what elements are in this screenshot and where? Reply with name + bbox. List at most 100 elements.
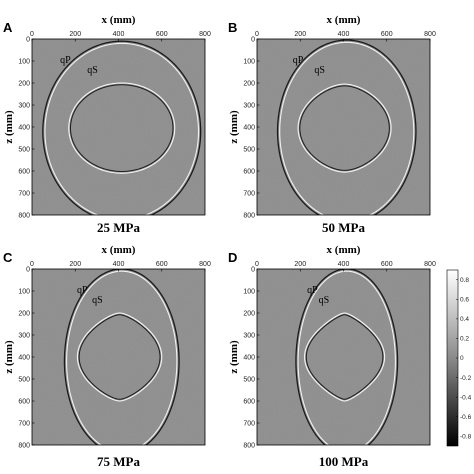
z-tick-label: 400 [18,354,30,361]
z-tick-label: 400 [243,124,255,131]
z-tick-label: 400 [243,354,255,361]
z-tick-label: 600 [243,398,255,405]
z-tick-label: 700 [243,190,255,197]
x-tick-label: 800 [424,261,436,268]
x-tick-label: 200 [294,261,306,268]
z-tick-label: 500 [243,146,255,153]
qp-wavefront-dark [63,269,180,445]
x-tick-label: 200 [69,261,81,268]
wavefronts [42,40,202,215]
x-tick-label: 600 [156,261,168,268]
z-axis-title: z (mm) [228,110,240,144]
qs-wavefront-light [304,312,386,402]
z-tick-label: 200 [243,310,255,317]
colorbar-tick-label: 0.4 [460,316,469,323]
z-tick-label: 300 [18,332,30,339]
z-tick-label: 300 [18,102,30,109]
z-tick-label: 500 [18,376,30,383]
z-tick-label: 800 [243,212,255,219]
z-tick-label: 0 [251,266,255,273]
x-tick-label: 400 [338,261,350,268]
qs-label: qS [314,65,325,76]
qs-wavefront-dark [305,314,384,400]
z-tick-label: 600 [243,168,255,175]
x-tick-label: 200 [69,31,81,38]
z-tick-label: 500 [243,376,255,383]
qs-label: qS [87,65,98,76]
z-tick-label: 100 [18,58,30,65]
colorbar-tick-label: -0.6 [460,414,472,421]
z-tick-label: 0 [26,36,30,43]
x-axis-title: x (mm) [327,14,361,26]
z-tick-label: 300 [243,332,255,339]
z-tick-label: 700 [243,420,255,427]
qp-wavefront-dark [295,269,399,445]
wavefield-noise [32,269,205,445]
qs-wavefront-light [297,83,392,173]
z-tick-label: 100 [18,288,30,295]
x-tick-label: 400 [113,261,125,268]
z-tick-label: 700 [18,420,30,427]
z-tick-label: 500 [18,146,30,153]
colorbar-tick-label: 0.8 [460,277,469,284]
qs-label: qS [319,295,330,306]
panel-letter: D [228,250,237,265]
z-tick-label: 200 [243,80,255,87]
panel-letter: C [3,250,13,265]
qs-wavefront-dark [69,84,174,172]
panel-caption: 50 MPa [322,220,365,235]
x-tick-label: 800 [199,31,211,38]
wavefronts [295,269,399,445]
qs-wavefront-light [68,82,176,174]
qp-wavefront-light [279,41,415,215]
colorbar-tick-label: 0.2 [460,336,469,343]
z-tick-label: 0 [26,266,30,273]
qp-label: qP [293,55,304,66]
qp-wavefront-dark [276,39,417,215]
x-tick-label: 400 [113,31,125,38]
x-tick-label: 0 [255,31,259,38]
colorbar-tick-label: -0.4 [460,394,472,401]
qs-label: qS [92,295,103,306]
panel-caption: 100 MPa [319,454,369,469]
qp-label: qP [60,55,71,66]
z-tick-label: 800 [18,212,30,219]
z-tick-label: 300 [243,102,255,109]
panel-letter: A [3,20,13,35]
z-tick-label: 700 [18,190,30,197]
colorbar-tick-label: 0.6 [460,297,469,304]
colorbar-tick-label: -0.8 [460,433,472,440]
qs-wavefront-light [76,312,163,402]
x-tick-label: 800 [424,31,436,38]
z-tick-label: 800 [18,442,30,449]
qp-wavefront-light [66,270,178,445]
z-tick-label: 600 [18,168,30,175]
panel-caption: 25 MPa [97,220,140,235]
wavefield-noise [32,39,205,215]
colorbar-tick-label: -0.2 [460,375,472,382]
wavefield-noise [257,269,430,445]
qp-label: qP [77,285,88,296]
qs-wavefront-dark [78,314,161,400]
z-tick-label: 400 [18,124,30,131]
x-tick-label: 600 [381,31,393,38]
z-tick-label: 800 [243,442,255,449]
x-tick-label: 0 [30,261,34,268]
wavefronts [63,269,180,445]
x-tick-label: 600 [381,261,393,268]
qp-label: qP [307,285,318,296]
z-tick-label: 100 [243,58,255,65]
qp-wavefront-dark [42,40,202,215]
x-tick-label: 200 [294,31,306,38]
z-tick-label: 200 [18,310,30,317]
x-tick-label: 0 [30,31,34,38]
z-tick-label: 0 [251,36,255,43]
x-tick-label: 400 [338,31,350,38]
x-tick-label: 600 [156,31,168,38]
z-axis-title: z (mm) [228,340,240,374]
x-axis-title: x (mm) [102,244,136,256]
